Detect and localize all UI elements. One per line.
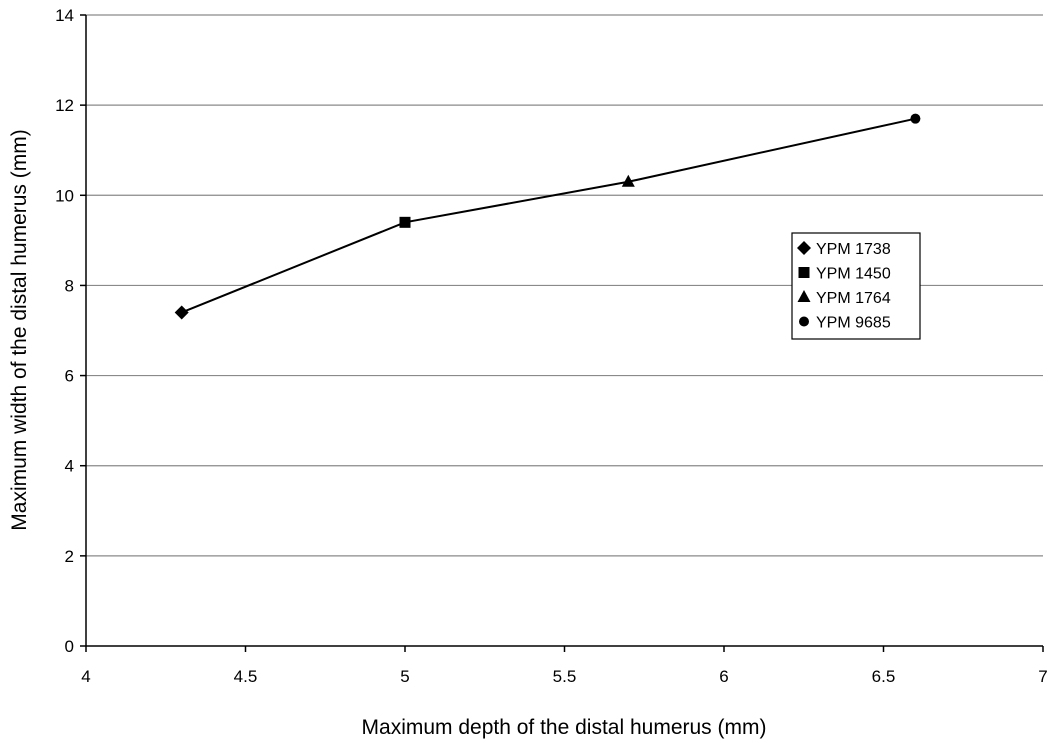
y-tick-label-2: 4 (65, 457, 74, 476)
y-tick-label-6: 12 (55, 96, 74, 115)
data-point-ypm-1764 (621, 174, 635, 187)
series-line (181, 117, 916, 314)
x-tick-label-0: 4 (81, 667, 90, 686)
x-tick-label-3: 5.5 (553, 667, 577, 686)
x-tick-labels: 4 4.5 5 5.5 6 6.5 7 (81, 667, 1047, 686)
legend-label-2: YPM 1764 (816, 290, 891, 307)
x-tick-label-5: 6.5 (872, 667, 896, 686)
legend-marker-2 (797, 290, 811, 302)
legend-box (791, 232, 921, 340)
x-tick-label-6: 7 (1038, 667, 1047, 686)
data-point-ypm-9685 (910, 113, 921, 124)
y-tick-labels: 0 2 4 6 8 10 12 14 (55, 6, 74, 656)
legend-label-1: YPM 1450 (816, 266, 891, 283)
data-point-ypm-1450 (399, 216, 411, 228)
data-point-ypm-1738 (174, 305, 189, 320)
legend-marker-3 (799, 316, 809, 327)
x-tick-label-4: 6 (719, 667, 728, 686)
data-series (174, 113, 921, 320)
y-tick-label-1: 2 (65, 547, 74, 566)
x-tick-label-2: 5 (400, 667, 409, 686)
y-axis-label: Maximum width of the distal humerus (mm) (8, 129, 31, 530)
axes (80, 14, 1044, 652)
legend-marker-0 (797, 241, 811, 255)
x-tick-label-1: 4.5 (234, 667, 258, 686)
gridlines (86, 14, 1043, 557)
y-tick-label-0: 0 (65, 637, 74, 656)
x-axis-label: Maximum depth of the distal humerus (mm) (362, 716, 767, 739)
legend-label-3: YPM 9685 (816, 315, 891, 332)
y-tick-label-7: 14 (55, 6, 74, 25)
y-tick-label-5: 10 (55, 186, 74, 205)
y-tick-label-3: 6 (65, 367, 74, 386)
y-tick-label-4: 8 (65, 276, 74, 295)
legend: YPM 1738 YPM 1450 YPM 1764 YPM 9685 (791, 232, 921, 340)
legend-marker-1 (798, 267, 810, 278)
legend-label-0: YPM 1738 (816, 241, 891, 258)
